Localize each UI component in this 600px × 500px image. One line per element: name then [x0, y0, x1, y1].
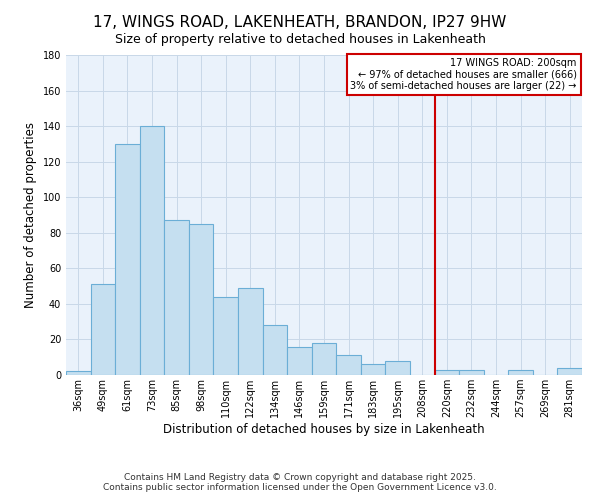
- Bar: [91, 284, 115, 375]
- Text: 17 WINGS ROAD: 200sqm
← 97% of detached houses are smaller (666)
3% of semi-deta: 17 WINGS ROAD: 200sqm ← 97% of detached …: [350, 58, 577, 92]
- Bar: [287, 346, 312, 375]
- Bar: [263, 325, 287, 375]
- Bar: [434, 370, 459, 375]
- Y-axis label: Number of detached properties: Number of detached properties: [24, 122, 37, 308]
- Bar: [508, 370, 533, 375]
- Text: Contains HM Land Registry data © Crown copyright and database right 2025.
Contai: Contains HM Land Registry data © Crown c…: [103, 473, 497, 492]
- Bar: [66, 372, 91, 375]
- Bar: [385, 361, 410, 375]
- Bar: [336, 356, 361, 375]
- Bar: [557, 368, 582, 375]
- Bar: [361, 364, 385, 375]
- X-axis label: Distribution of detached houses by size in Lakenheath: Distribution of detached houses by size …: [163, 423, 485, 436]
- Bar: [214, 297, 238, 375]
- Bar: [164, 220, 189, 375]
- Text: 17, WINGS ROAD, LAKENHEATH, BRANDON, IP27 9HW: 17, WINGS ROAD, LAKENHEATH, BRANDON, IP2…: [94, 15, 506, 30]
- Bar: [238, 288, 263, 375]
- Text: Size of property relative to detached houses in Lakenheath: Size of property relative to detached ho…: [115, 32, 485, 46]
- Bar: [459, 370, 484, 375]
- Bar: [312, 343, 336, 375]
- Bar: [140, 126, 164, 375]
- Bar: [189, 224, 214, 375]
- Bar: [115, 144, 140, 375]
